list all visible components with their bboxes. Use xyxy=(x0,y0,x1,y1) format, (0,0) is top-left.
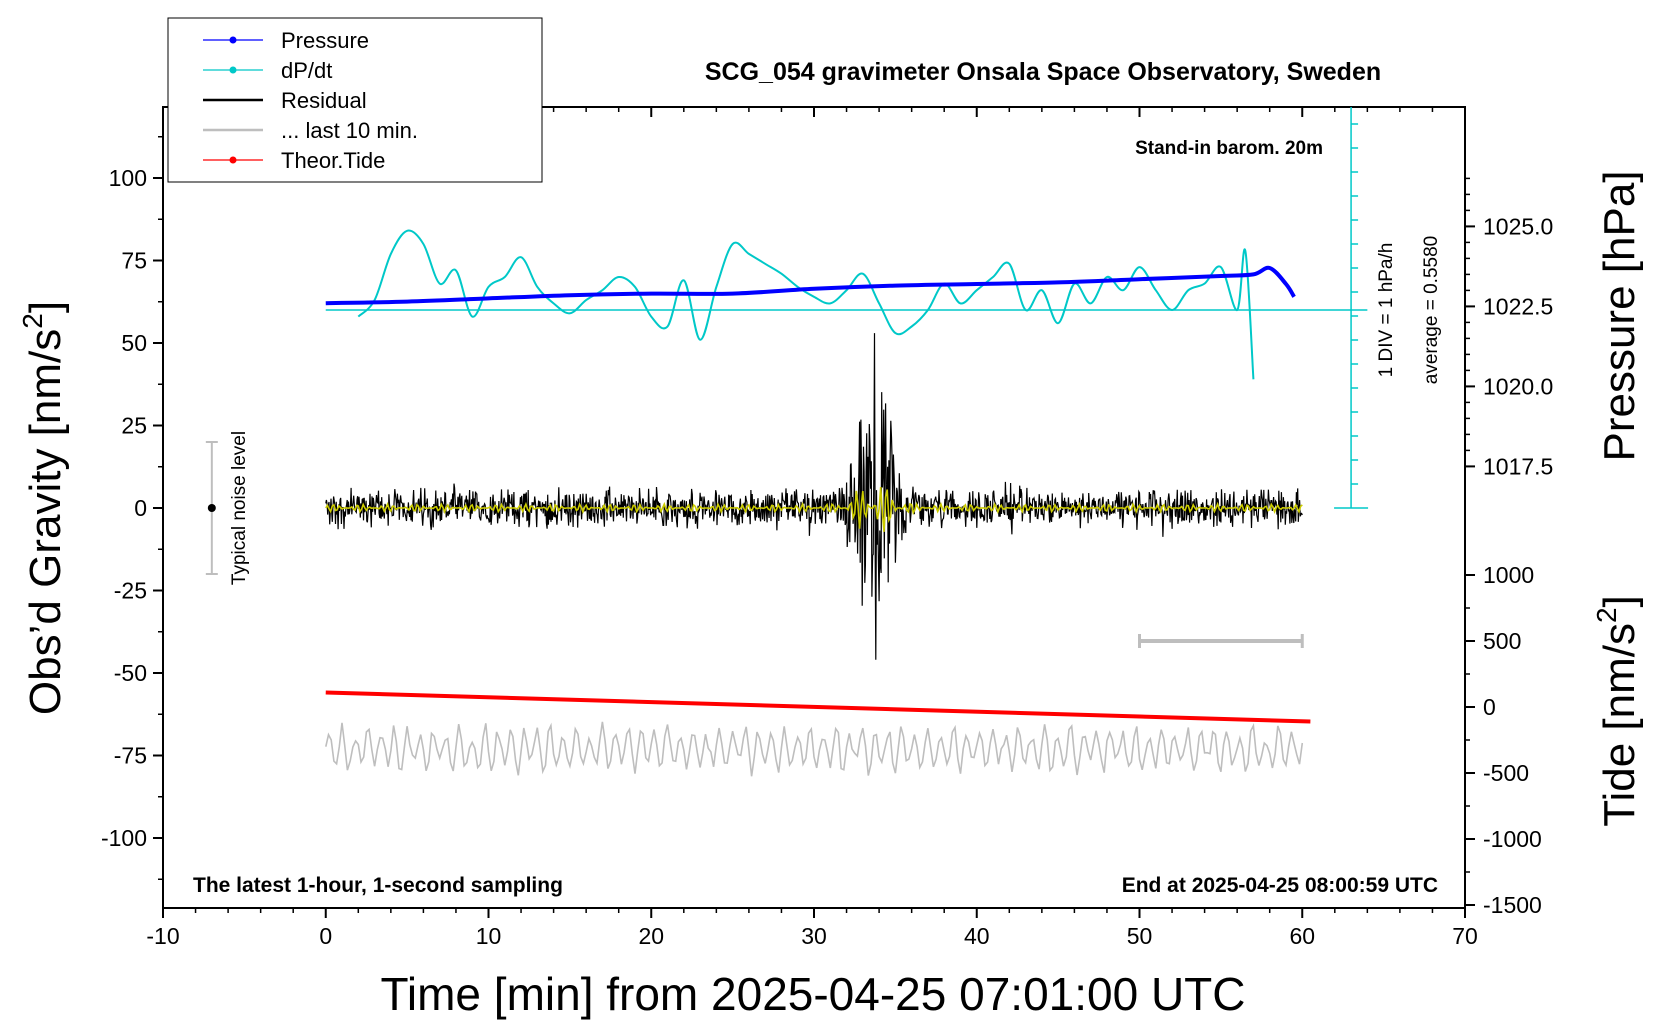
pressure-tick-label: 1022.5 xyxy=(1483,293,1553,319)
div-note: 1 DIV = 1 hPa/h xyxy=(1376,243,1397,378)
tide-tick-label: -1500 xyxy=(1483,892,1542,918)
average-note: average = 0.5580 xyxy=(1421,236,1442,384)
legend-label: Residual xyxy=(281,88,367,113)
legend-marker xyxy=(229,36,237,44)
residual-smoothed-series xyxy=(325,486,1303,532)
x-tick-label: -10 xyxy=(146,923,179,949)
tide-tick-label: -500 xyxy=(1483,760,1529,786)
tide-tick-label: 1000 xyxy=(1483,562,1534,588)
noise-level-bar xyxy=(205,441,218,575)
legend-marker xyxy=(229,66,237,74)
end-note: End at 2025-04-25 08:00:59 UTC xyxy=(1122,874,1438,897)
y-axis-label-tide-sup: 2 xyxy=(1591,607,1622,623)
y-tick-labels: 100 75 50 25 0 -25 -50 -75 -100 xyxy=(101,165,147,851)
x-axis-label: Time [min] from 2025-04-25 07:01:00 UTC xyxy=(381,968,1246,1020)
y-tick-label: 25 xyxy=(121,413,147,439)
pressure-series xyxy=(325,265,1296,306)
x-tick-labels: -10 0 10 20 30 40 50 60 70 xyxy=(146,923,1477,949)
x-tick-label: 10 xyxy=(476,923,502,949)
y-tick-label: -50 xyxy=(114,660,147,686)
y-axis-label-gravity: Obs’d Gravity [nm/s2] xyxy=(17,301,70,715)
noise-bar-center xyxy=(207,504,216,512)
y-tick-label: 75 xyxy=(121,248,147,274)
last-10-min-series xyxy=(325,721,1304,777)
x-tick-label: 30 xyxy=(801,923,827,949)
theor-tide-series xyxy=(325,690,1311,724)
series-layer xyxy=(325,229,1368,777)
legend-label: Theor.Tide xyxy=(281,148,385,173)
y-tick-label: 50 xyxy=(121,330,147,356)
x-tick-label: 0 xyxy=(319,923,332,949)
residual-series xyxy=(325,333,1303,660)
y-tick-label: -25 xyxy=(114,578,147,604)
pressure-tick-labels: 1025.0 1022.5 1020.0 1017.5 xyxy=(1483,213,1553,479)
y-axis-label-gravity-text: Obs’d Gravity [nm/s xyxy=(21,329,70,715)
y-tick-label: 0 xyxy=(134,495,147,521)
y-tick-label: 100 xyxy=(109,165,147,191)
tide-tick-label: 500 xyxy=(1483,628,1521,654)
dpdt-series xyxy=(357,229,1255,380)
chart-title: SCG_054 gravimeter Onsala Space Observat… xyxy=(705,58,1381,86)
pressure-tick-label: 1017.5 xyxy=(1483,453,1553,479)
y-axis-label-gravity-sup: 2 xyxy=(17,313,48,329)
x-tick-label: 40 xyxy=(964,923,990,949)
y-axis-label-tide-close: ] xyxy=(1595,595,1644,607)
pressure-tick-label: 1020.0 xyxy=(1483,373,1553,399)
dpdt-scale xyxy=(1334,107,1369,509)
x-tick-label: 20 xyxy=(638,923,664,949)
x-tick-label: 60 xyxy=(1289,923,1315,949)
legend-label: dP/dt xyxy=(281,58,332,83)
y-axis-label-pressure: Pressure [hPa] xyxy=(1595,170,1644,461)
noise-level-label: Typical noise level xyxy=(229,431,250,585)
legend-label: Pressure xyxy=(281,28,369,53)
y-axis-label-tide-text: Tide [nm/s xyxy=(1595,623,1644,827)
tide-tick-label: -1000 xyxy=(1483,826,1542,852)
y-tick-label: -100 xyxy=(101,825,147,851)
y-axis-label-gravity-close: ] xyxy=(21,301,70,313)
x-tick-label: 50 xyxy=(1127,923,1153,949)
barometer-note: Stand-in barom. 20m xyxy=(1135,138,1323,159)
x-tick-label: 70 xyxy=(1452,923,1478,949)
tide-tick-label: 0 xyxy=(1483,694,1496,720)
latest-note: The latest 1-hour, 1-second sampling xyxy=(193,874,563,897)
tide-tick-labels: 1000 500 0 -500 -1000 -1500 xyxy=(1483,562,1542,918)
pressure-tick-label: 1025.0 xyxy=(1483,213,1553,239)
y-tick-label: -75 xyxy=(114,743,147,769)
legend-marker xyxy=(229,156,237,164)
legend-label: ... last 10 min. xyxy=(281,118,418,143)
legend: Pressure dP/dt Residual ... last 10 min. The… xyxy=(167,17,543,183)
y-axis-label-tide: Tide [nm/s2] xyxy=(1591,595,1644,827)
last-10-min-bar xyxy=(1138,634,1304,648)
